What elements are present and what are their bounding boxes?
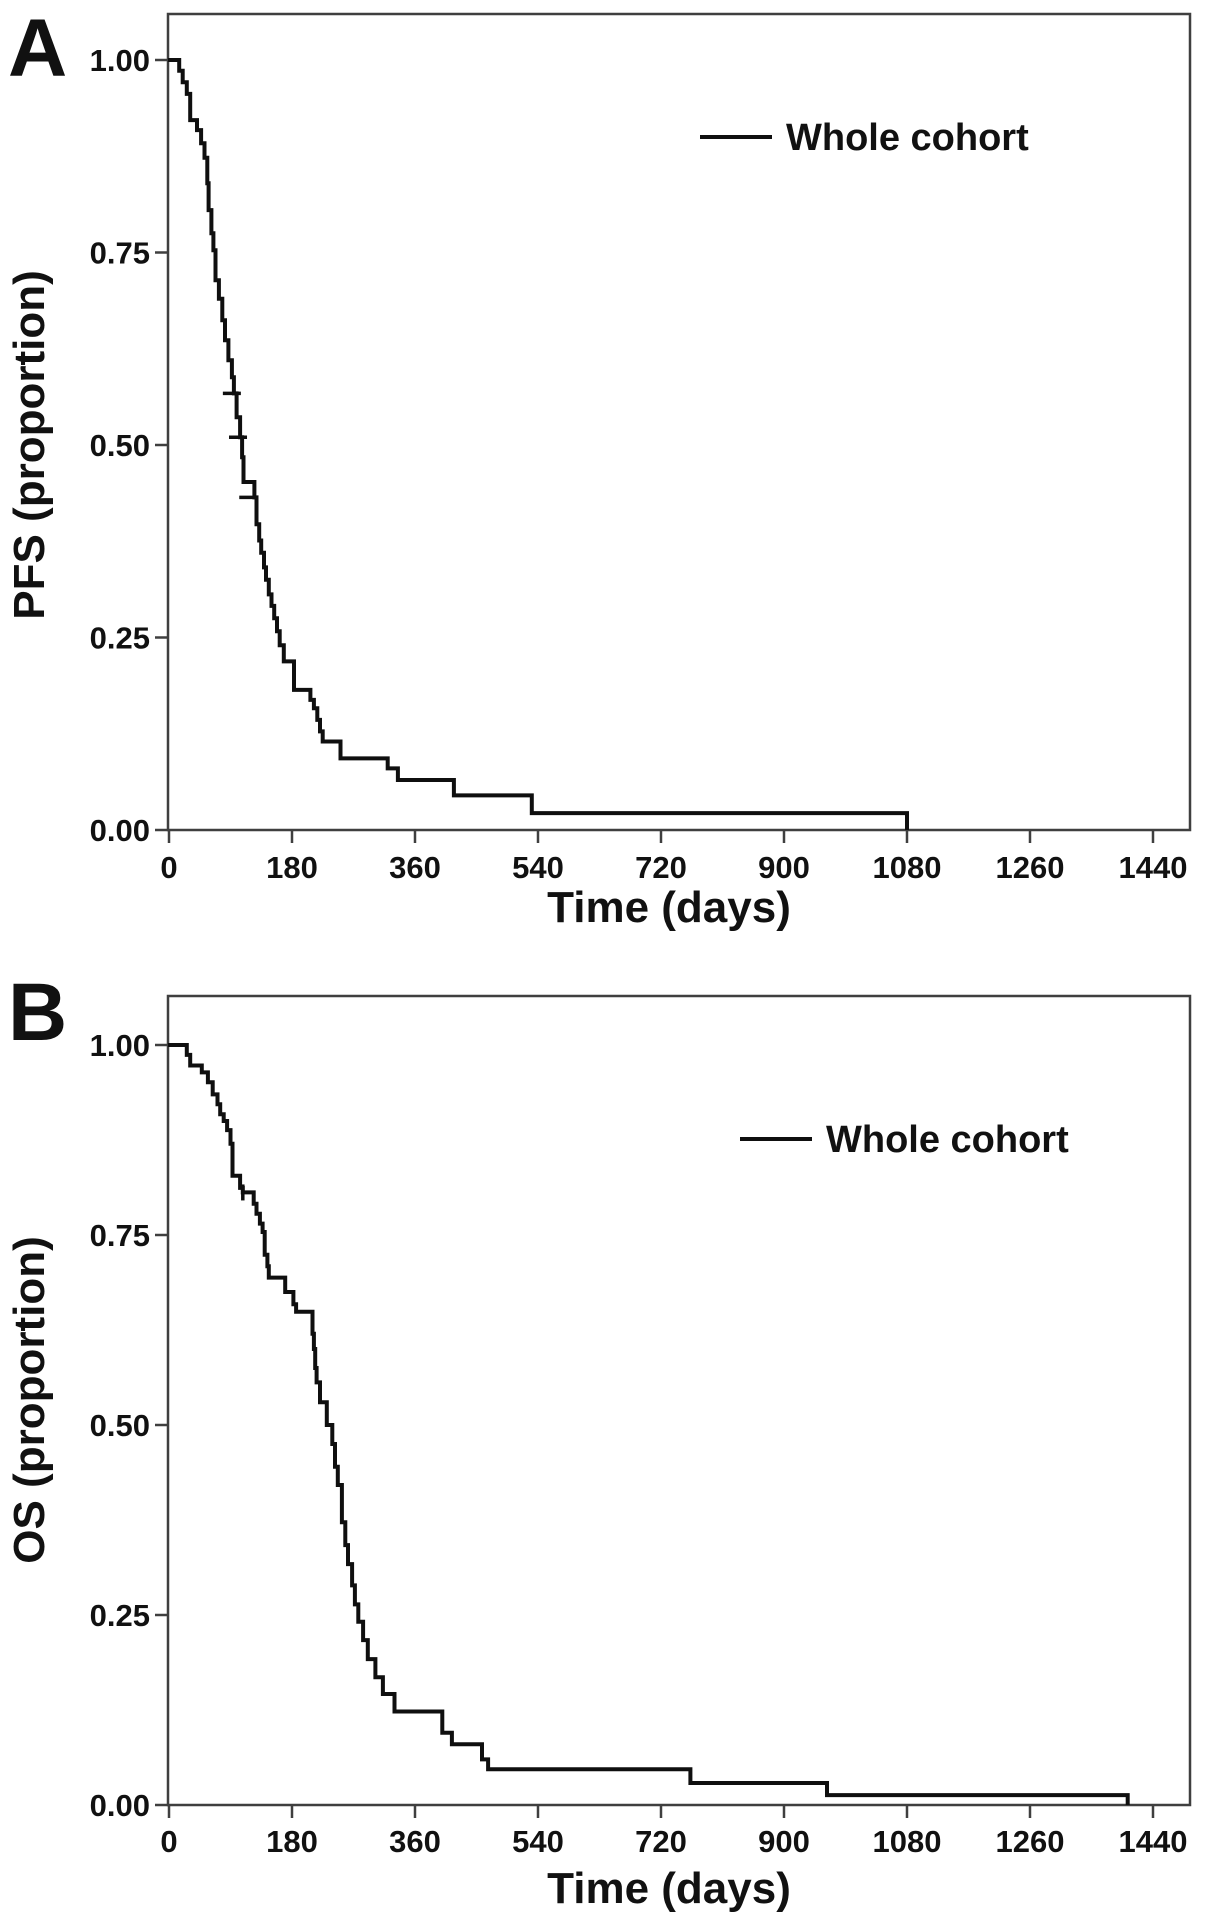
x-tick-label: 540	[512, 850, 564, 885]
x-axis-title: Time (days)	[547, 883, 791, 932]
y-axis-title: OS (proportion)	[5, 1236, 54, 1564]
km-panel-b: 0.00 0.25 0.50 0.75 1.00 0 180 360 540 720 900 1080…	[5, 967, 1192, 1913]
x-tick-label: 0	[160, 1824, 177, 1859]
y-tick-label: 0.75	[90, 236, 150, 271]
x-tick-label: 1440	[1119, 850, 1188, 885]
legend-label: Whole cohort	[826, 1119, 1069, 1161]
y-tick-label: 0.50	[90, 1408, 150, 1443]
x-tick-label: 180	[266, 850, 318, 885]
y-tick-label: 1.00	[90, 1028, 150, 1063]
y-tick-label: 0.25	[90, 621, 150, 656]
y-tick-label: 1.00	[90, 43, 150, 78]
x-tick-label: 1260	[996, 850, 1065, 885]
y-axis-title: PFS (proportion)	[5, 270, 54, 620]
plot-box	[166, 12, 1192, 832]
y-tick-label: 0.75	[90, 1218, 150, 1253]
panel-letter: B	[8, 967, 67, 1058]
km-panel-a: 0.00 0.25 0.50 0.75 1.00 0 180 360 540 720 900 1080…	[5, 3, 1192, 932]
x-tick-label: 900	[758, 1824, 810, 1859]
x-tick-label: 720	[635, 850, 687, 885]
panel-letter: A	[8, 3, 67, 94]
y-tick-label: 0.50	[90, 428, 150, 463]
x-tick-label: 1080	[873, 850, 942, 885]
x-tick-label: 1440	[1119, 1824, 1188, 1859]
survival-step-curve	[168, 58, 909, 830]
y-tick-label: 0.25	[90, 1598, 150, 1633]
x-tick-label: 720	[635, 1824, 687, 1859]
legend-label: Whole cohort	[786, 117, 1029, 159]
y-tick-label: 0.00	[90, 1788, 150, 1823]
x-tick-label: 900	[758, 850, 810, 885]
x-tick-label: 180	[266, 1824, 318, 1859]
x-axis-title: Time (days)	[547, 1864, 791, 1913]
x-tick-label: 1080	[873, 1824, 942, 1859]
x-tick-label: 0	[160, 850, 177, 885]
x-tick-label: 360	[389, 1824, 441, 1859]
x-tick-label: 540	[512, 1824, 564, 1859]
plot-box	[166, 994, 1192, 1807]
y-tick-label: 0.00	[90, 813, 150, 848]
x-tick-label: 1260	[996, 1824, 1065, 1859]
survival-step-curve	[168, 1043, 1130, 1805]
x-tick-label: 360	[389, 850, 441, 885]
